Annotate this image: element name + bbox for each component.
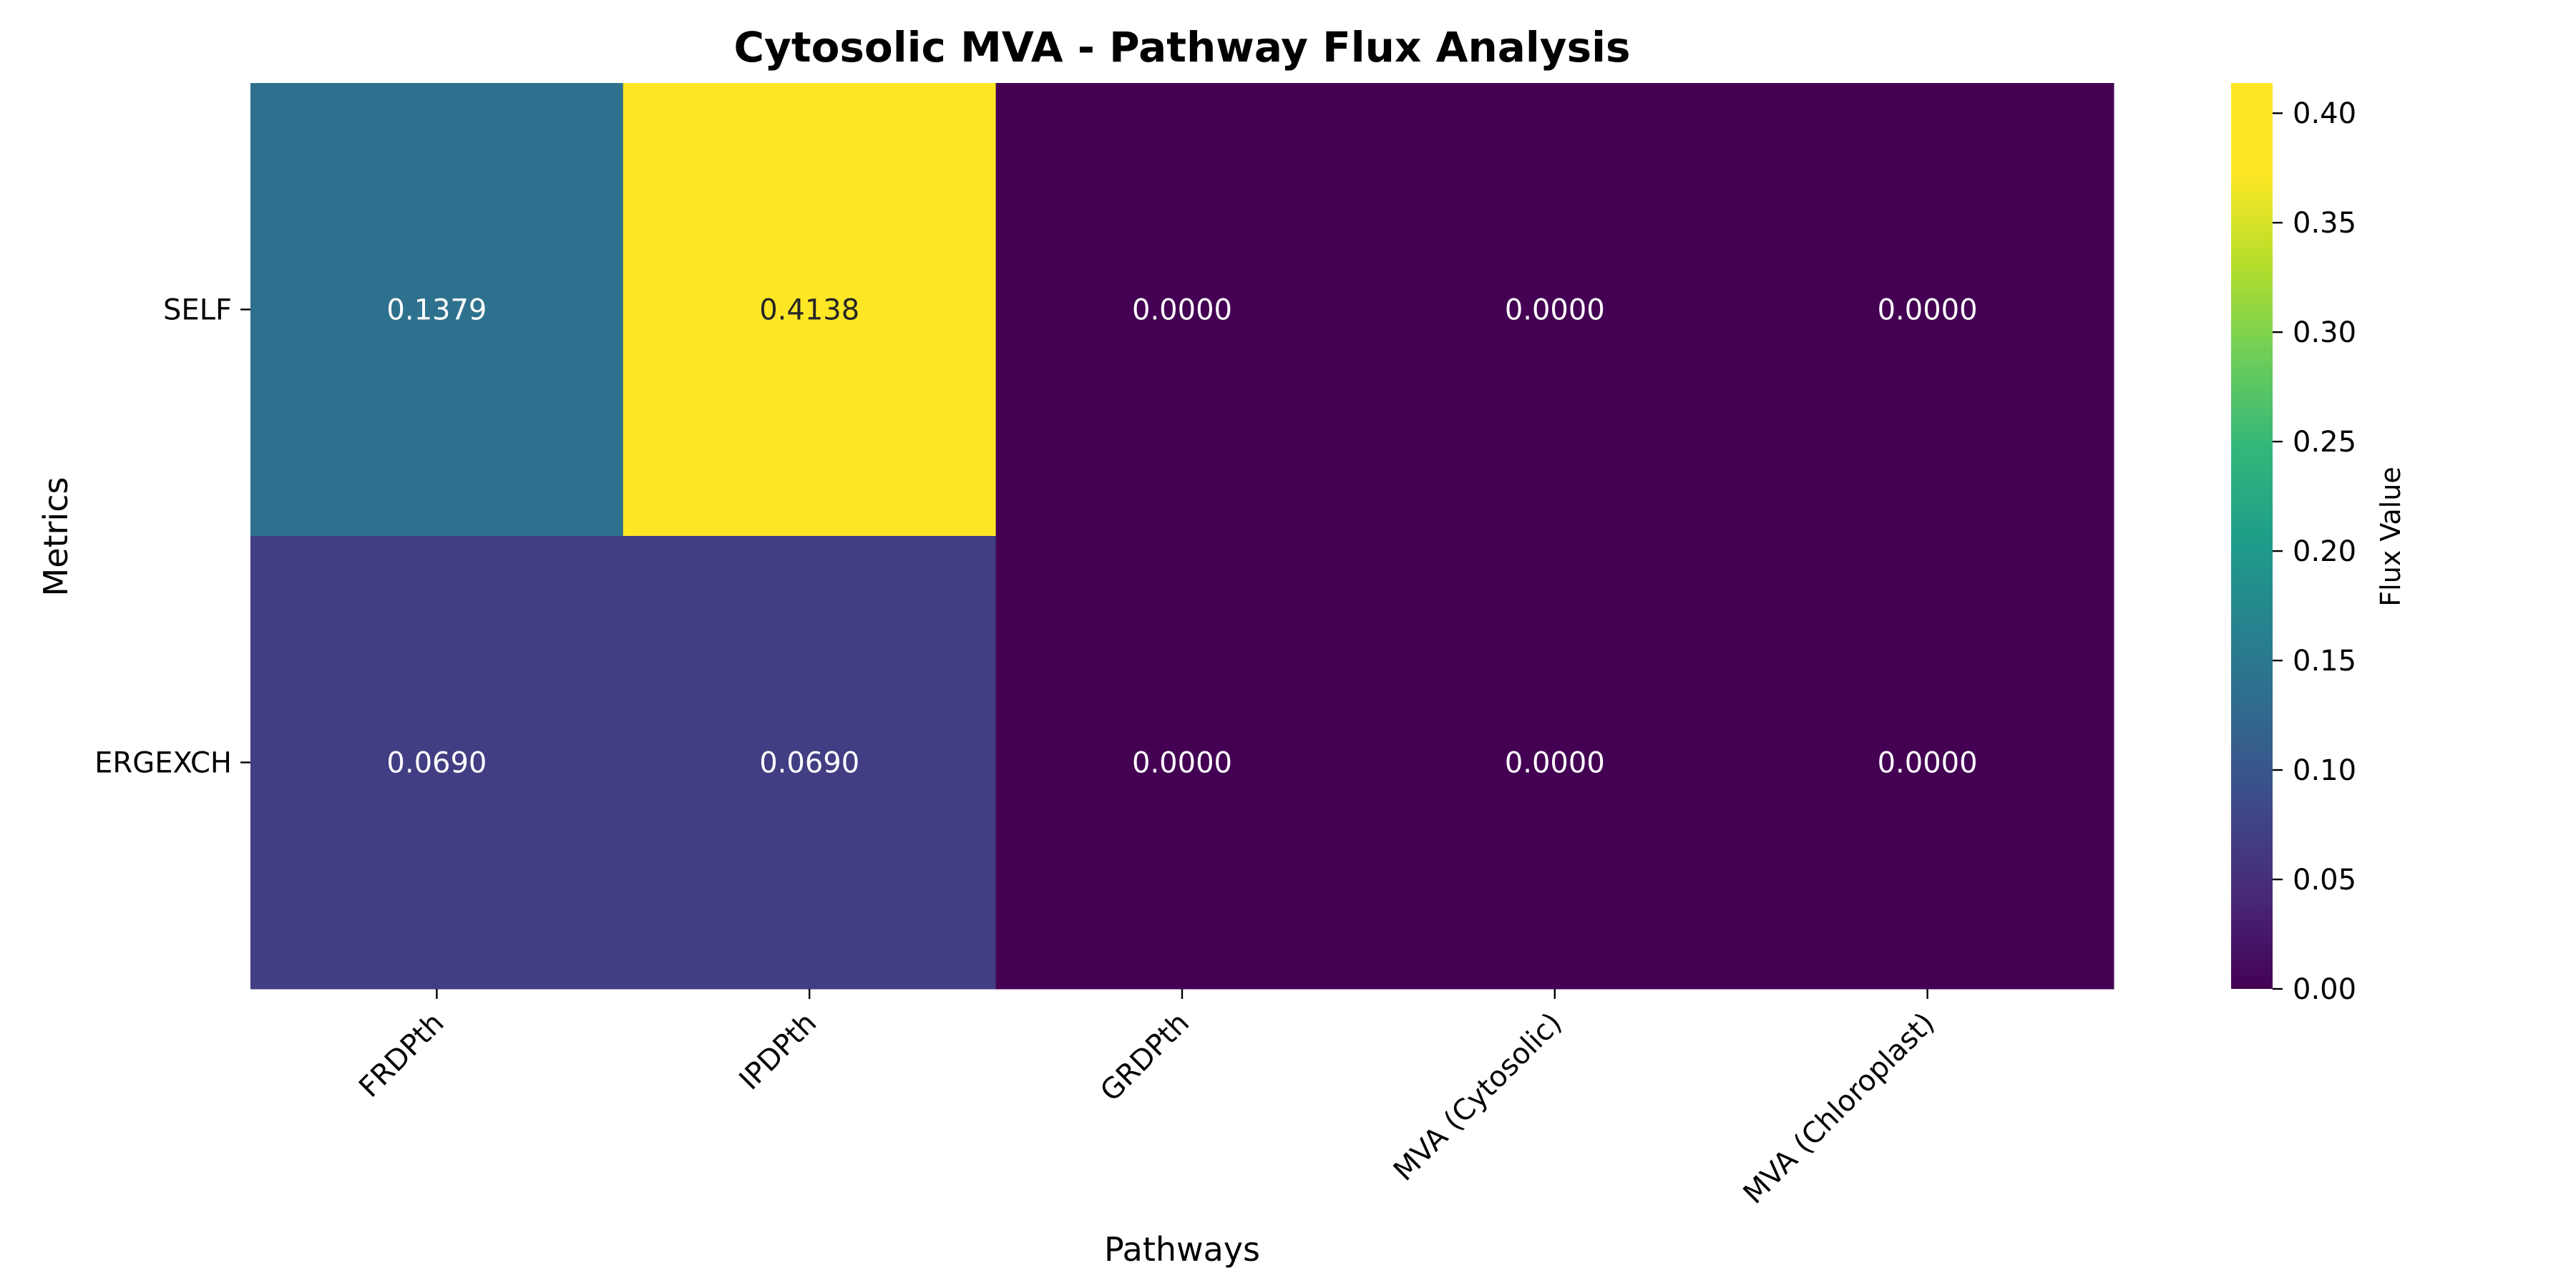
heatmap-cell [1368, 536, 1742, 990]
y-tick-label: ERGEXCH [94, 747, 232, 780]
colorbar-tick-label: 0.00 [2293, 973, 2356, 1006]
heatmap-cell [995, 536, 1369, 990]
colorbar-tick-label: 0.30 [2293, 316, 2356, 349]
colorbar-tick-label: 0.25 [2293, 426, 2356, 459]
colorbar-tick-label: 0.40 [2293, 97, 2356, 130]
colorbar-ticks: 0.00 0.05 0.10 0.15 0.20 0.25 0.30 0.35 0.40 [2273, 97, 2356, 1006]
cell-value-label: 0.4138 [759, 294, 859, 327]
cell-value-label: 0.0000 [1878, 747, 1978, 780]
cell-value-label: 0.0000 [1505, 294, 1605, 327]
cell-value-label: 0.1379 [386, 294, 487, 327]
y-tick-label: SELF [163, 294, 232, 327]
heatmap-cell [1741, 83, 2114, 537]
x-axis-ticks: FRDPth IPDPth GRDPth MVA (Cytosolic) MVA (Ch… [353, 989, 1941, 1211]
colorbar-tick-label: 0.15 [2293, 645, 2356, 678]
cell-value-label: 0.0690 [759, 747, 859, 780]
heatmap-cell [250, 83, 624, 537]
x-axis-label: Pathways [1104, 1230, 1260, 1269]
colorbar-tick-label: 0.20 [2293, 535, 2356, 568]
cell-value-label: 0.0000 [1132, 747, 1232, 780]
x-tick-label: FRDPth [353, 1007, 450, 1104]
chart-title: Cytosolic MVA - Pathway Flux Analysis [733, 23, 1630, 72]
cell-value-label: 0.0690 [386, 747, 487, 780]
y-axis-label: Metrics [36, 477, 75, 597]
heatmap-cell [623, 83, 997, 537]
cell-value-label: 0.0000 [1878, 294, 1978, 327]
colorbar-tick-label: 0.05 [2293, 864, 2356, 897]
colorbar [2231, 83, 2273, 989]
heatmap-cell [995, 83, 1369, 537]
x-tick-label: MVA (Chloroplast) [1737, 1007, 1941, 1211]
x-tick-label: GRDPth [1094, 1007, 1196, 1108]
heatmap-cell [250, 536, 624, 990]
heatmap-cell [1368, 83, 1742, 537]
heatmap-cells [250, 83, 2114, 990]
x-tick-label: MVA (Cytosolic) [1387, 1007, 1568, 1188]
colorbar-label: Flux Value [2375, 467, 2406, 606]
y-axis-ticks: SELF ERGEXCH [94, 294, 250, 780]
x-tick-label: IPDPth [733, 1007, 823, 1097]
heatmap-cell [1741, 536, 2114, 990]
colorbar-tick-label: 0.10 [2293, 754, 2356, 787]
cell-value-label: 0.0000 [1505, 747, 1605, 780]
heatmap-cell [623, 536, 997, 990]
heatmap-cell-labels: 0.1379 0.4138 0.0000 0.0000 0.0000 0.0690 0.06… [386, 294, 1977, 780]
colorbar-tick-label: 0.35 [2293, 207, 2356, 240]
cell-value-label: 0.0000 [1132, 294, 1232, 327]
